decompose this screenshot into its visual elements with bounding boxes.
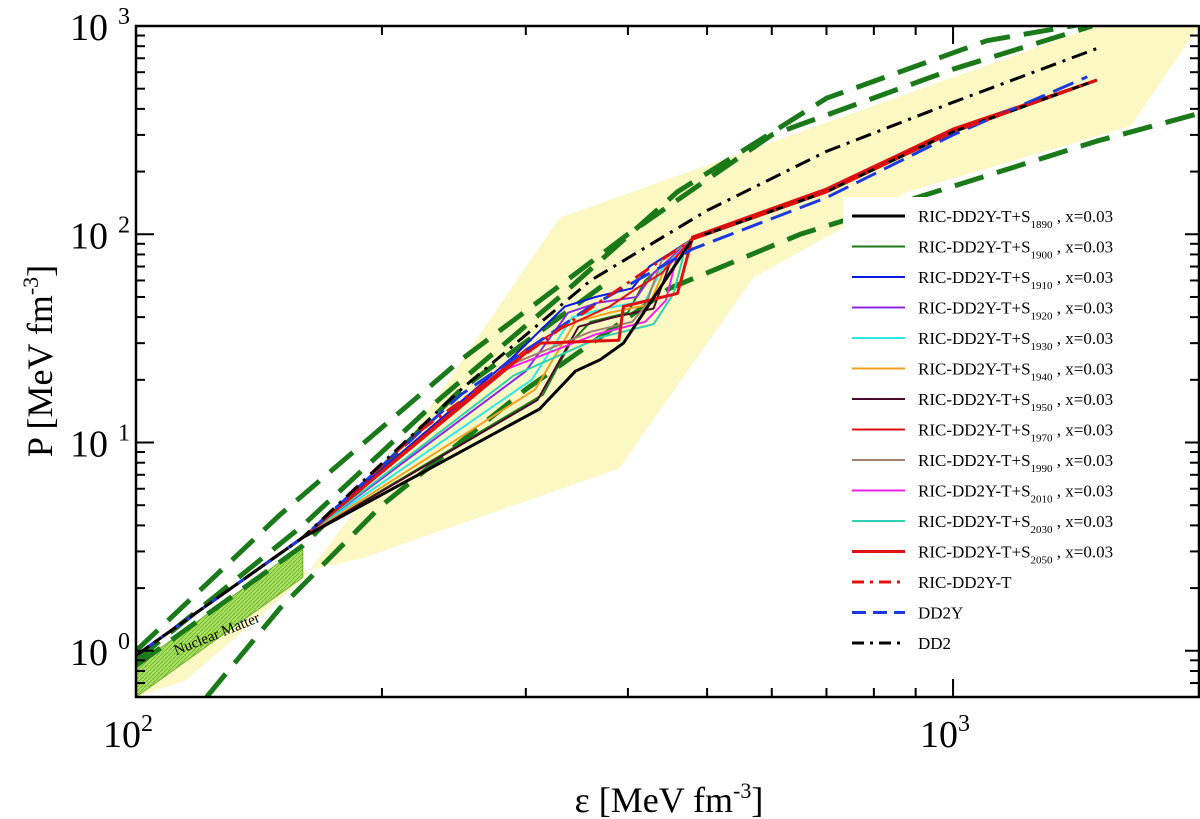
series-line-0 bbox=[136, 78, 1098, 657]
series-line-2 bbox=[302, 238, 694, 539]
nuclear-matter-band bbox=[136, 544, 304, 697]
x-axis-label: ε [MeV fm-3] bbox=[575, 778, 764, 819]
series-line-1 bbox=[302, 238, 694, 539]
legend-label-13: DD2Y bbox=[918, 604, 963, 623]
bound-line-0 bbox=[136, 26, 1093, 653]
series-layer bbox=[136, 26, 1199, 697]
series-line-14 bbox=[136, 47, 1098, 657]
series-line-5 bbox=[302, 238, 694, 539]
y-axis-label: P [MeV fm-3] bbox=[18, 265, 60, 457]
y-tick-label-3: 10 3 bbox=[70, 4, 130, 49]
y-tick-label-0: 10 0 bbox=[70, 629, 130, 674]
legend-background bbox=[843, 197, 1185, 670]
plot-frame bbox=[134, 24, 1200, 699]
series-line-13 bbox=[136, 75, 1088, 657]
constraint-band bbox=[136, 26, 1199, 697]
legend-label-14: DD2 bbox=[918, 634, 951, 653]
legend: RIC-DD2Y-T+S1890 , x=0.03RIC-DD2Y-T+S190… bbox=[843, 197, 1185, 670]
bound-line-3 bbox=[136, 278, 612, 668]
x-tick-label-0: 102 bbox=[103, 711, 153, 756]
x-tick-label-1: 103 bbox=[920, 711, 970, 756]
y-tick-label-2: 10 2 bbox=[70, 212, 130, 257]
legend-label-12: RIC-DD2Y-T bbox=[918, 573, 1012, 592]
y-tick-label-1: 10 1 bbox=[70, 421, 130, 466]
bound-line-1 bbox=[136, 26, 1087, 663]
